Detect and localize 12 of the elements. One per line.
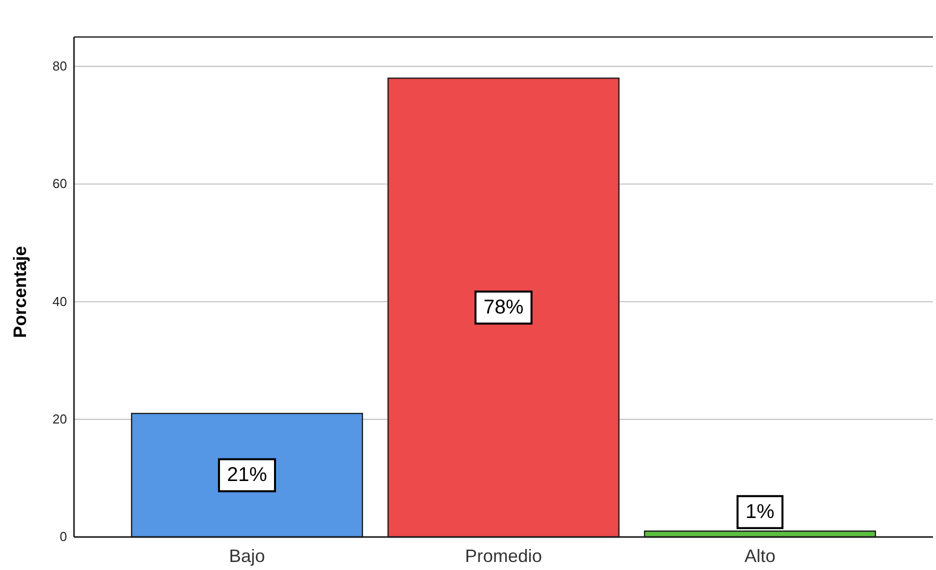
- y-tick-label: 80: [52, 58, 67, 74]
- x-tick-label: Bajo: [228, 546, 266, 566]
- y-tick-label: 60: [52, 176, 67, 192]
- x-tick-label: Alto: [744, 546, 776, 566]
- y-tick-label: 40: [52, 294, 67, 309]
- data-label: 78%: [483, 296, 524, 319]
- y-tick-label: 0: [60, 529, 67, 544]
- data-label: 1%: [746, 501, 775, 524]
- x-tick-label: Promedio: [464, 546, 542, 566]
- y-tick-label: 20: [52, 412, 67, 427]
- data-label: 21%: [226, 464, 268, 486]
- y-axis-title: Porcentaje: [10, 246, 30, 338]
